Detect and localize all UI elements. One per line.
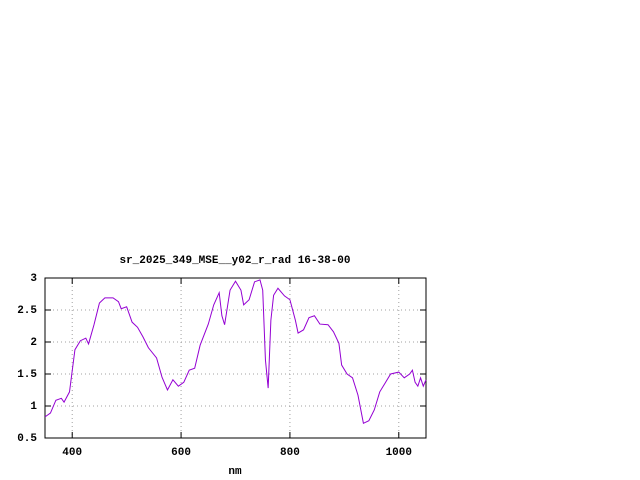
x-tick-label: 400 [62,447,82,459]
y-tick-label: 1 [30,401,37,413]
chart-title: sr_2025_349_MSE__y02_r_rad 16-38-00 [119,255,350,267]
plot-frame [44,277,427,439]
y-tick-label: 2.5 [17,305,37,317]
x-tick-label: 800 [280,447,300,459]
x-tick-label: 600 [171,447,191,459]
y-tick-label: 0.5 [17,433,37,445]
x-tick-label: 1000 [386,447,412,459]
x-axis-label: nm [228,466,242,478]
y-tick-label: 1.5 [17,369,37,381]
y-tick-label: 2 [30,337,37,349]
y-tick-label: 3 [30,273,37,285]
data-line [44,279,427,425]
